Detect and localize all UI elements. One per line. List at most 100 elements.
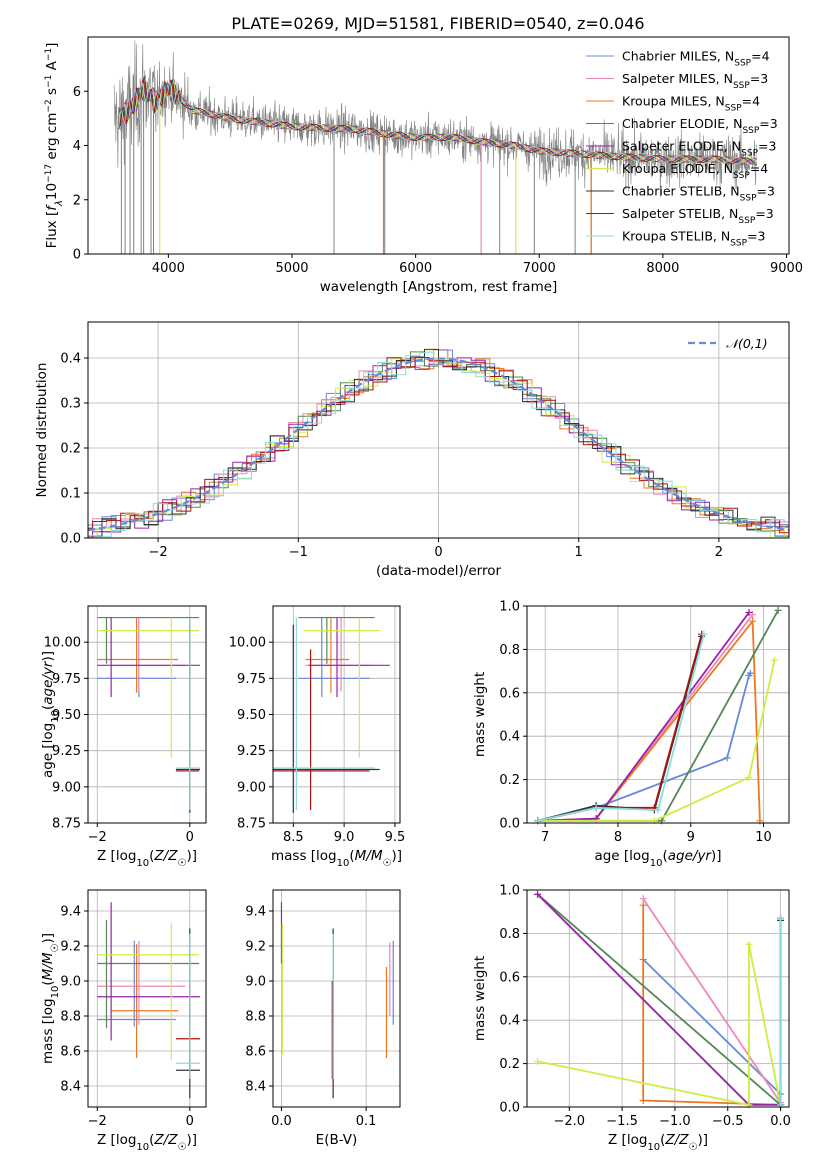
legend-entry: Chabrier MILES, NSSP=4	[622, 49, 770, 69]
y-tick-label: 0.0	[60, 532, 81, 547]
label-part: (	[349, 848, 354, 864]
label-part: Chabrier STELIB, N	[622, 184, 740, 199]
label-part: s	[44, 88, 60, 99]
y-tick-label: 0.8	[499, 643, 520, 658]
y-tick-label: 0.2	[499, 1057, 520, 1072]
label-part: age [log	[594, 848, 649, 864]
x-tick-label: 8	[614, 830, 622, 845]
label-part: age [log	[40, 723, 56, 778]
y-tick-label: 0.2	[499, 773, 520, 788]
errorbar-area	[97, 616, 200, 813]
x-axis-label: E(B-V)	[316, 1132, 358, 1148]
label-part: (	[149, 848, 154, 864]
y-tick-label: 2	[73, 193, 81, 208]
age-vs-mass-panel: 8.5 9.0 9.5 8.75 9.00 9.25 9.50 9.75 10.00 mass […	[229, 605, 406, 869]
spectrum-panel: 4000 5000 6000 7000 8000 9000 0 2 4 6 wavelength […	[44, 36, 803, 295]
weight-point-marker	[639, 901, 647, 909]
weight-point-marker	[639, 1096, 647, 1104]
y-tick-label: 0.4	[499, 730, 520, 745]
errorbar-area	[97, 902, 200, 1099]
legend-entry: Chabrier ELODIE, NSSP=3	[622, 116, 778, 136]
model-spectrum-line	[118, 81, 757, 165]
legend-entry: Kroupa MILES, NSSP=4	[622, 94, 760, 114]
y-tick-label: 8.6	[60, 1045, 81, 1060]
weight-point-marker	[774, 606, 782, 614]
x-tick-label: −2	[88, 1114, 107, 1129]
label-part: Z/Z	[153, 848, 178, 864]
mass-vs-ebv-panel: 0.0 0.1 8.4 8.6 8.8 9.0 9.2 9.4 E(B-V)	[245, 889, 401, 1148]
y-tick-label: 9.2	[60, 940, 81, 955]
weight-point-marker	[639, 895, 647, 903]
label-part: Chabrier ELODIE, N	[622, 116, 742, 131]
y-tick-label: 0.4	[499, 1014, 520, 1029]
y-tick-label: 9.75	[52, 672, 81, 687]
label-part: =3	[757, 184, 775, 199]
label-part: Z/Z	[664, 1132, 689, 1148]
x-axis-label: age [log10(age/yr)]	[594, 848, 721, 869]
y-tick-label: 0.2	[60, 442, 81, 457]
x-tick-label: 0.1	[356, 1114, 377, 1129]
y-tick-label: 9.50	[237, 708, 266, 723]
label-part: =3	[750, 71, 768, 86]
label-part: 10	[650, 858, 663, 869]
x-tick-label: 0.0	[271, 1114, 292, 1129]
label-part: 10	[647, 1142, 660, 1153]
x-tick-label: −0.5	[712, 1114, 744, 1129]
legend-entry: Kroupa STELIB, NSSP=3	[622, 229, 766, 249]
y-tick-label: 9.2	[245, 940, 266, 955]
normal-curve	[88, 357, 789, 532]
x-tick-label: −2	[88, 830, 107, 845]
y-tick-label: 4	[73, 139, 81, 154]
label-part: Kroupa ELODIE, N	[622, 161, 733, 176]
x-tick-label: 7000	[523, 261, 556, 276]
y-tick-label: 8.75	[237, 817, 266, 832]
label-part: −2	[44, 99, 54, 112]
label-part: )]	[697, 1132, 708, 1148]
label-part: (	[40, 980, 56, 985]
label-part: ☉	[382, 858, 391, 869]
weight-point-marker	[700, 630, 708, 638]
y-axis-label: mass weight	[472, 956, 488, 1041]
y-axis-label: mass weight	[472, 672, 488, 757]
label-part: Salpeter MILES, N	[622, 71, 733, 86]
y-tick-label: 8.8	[245, 1010, 266, 1025]
x-tick-label: 9.5	[385, 830, 406, 845]
x-tick-label: 2	[715, 545, 723, 560]
label-part: )]	[391, 848, 402, 864]
y-tick-label: 8.4	[60, 1080, 81, 1095]
label-part: 10	[44, 183, 60, 200]
x-tick-label: 8000	[646, 261, 679, 276]
label-part: SSP	[733, 81, 750, 91]
x-tick-label: 10	[755, 830, 772, 845]
y-tick-label: 9.0	[245, 975, 266, 990]
legend-entry: Salpeter MILES, NSSP=3	[622, 71, 768, 91]
label-part: M/M	[40, 952, 56, 980]
label-part: ☉	[177, 1142, 186, 1153]
histogram-area	[88, 348, 789, 538]
weight-line	[537, 633, 705, 822]
label-part: 10	[50, 710, 61, 723]
axes-frame	[272, 889, 401, 1108]
label-part: SSP	[741, 149, 758, 159]
label-part: 10	[50, 986, 61, 999]
x-tick-label: 1	[575, 545, 583, 560]
label-part: 10	[136, 858, 149, 869]
label-part: f	[44, 204, 60, 211]
label-part: 10	[136, 1142, 149, 1153]
label-part: ☉	[688, 1142, 697, 1153]
x-tick-label: −2.0	[553, 1114, 585, 1129]
y-tick-label: 0.1	[60, 487, 81, 502]
weight-lines	[534, 606, 782, 825]
y-tick-label: 9.25	[237, 744, 266, 759]
y-tick-label: 8.4	[245, 1080, 266, 1095]
y-tick-label: 9.25	[52, 744, 81, 759]
x-axis-label: wavelength [Angstrom, rest frame]	[320, 279, 558, 295]
weight-line	[537, 893, 782, 1106]
residual-legend: 𝒩(0,1)	[688, 336, 768, 351]
x-axis-label: Z [log10(Z/Z☉)]	[97, 1132, 197, 1153]
label-part: =4	[751, 49, 769, 64]
model-spectrum-line	[118, 80, 758, 166]
label-part: Chabrier MILES, N	[622, 49, 734, 64]
x-tick-label: 0	[186, 1114, 194, 1129]
